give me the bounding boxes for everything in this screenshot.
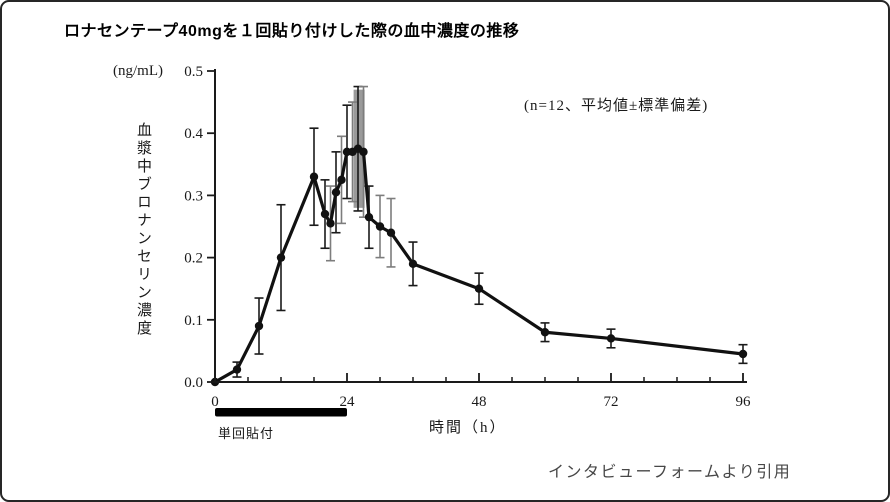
- y-axis-unit-label: (ng/mL): [113, 63, 163, 79]
- figure-title: ロナセンテープ40mgを１回貼り付けした際の血中濃度の推移: [64, 23, 520, 40]
- x-tick-label: 24: [340, 394, 356, 410]
- data-point-marker: [364, 212, 374, 222]
- data-point-marker: [359, 147, 368, 157]
- data-point-marker: [276, 253, 286, 262]
- data-point-marker: [738, 349, 748, 359]
- data-point-marker: [232, 365, 242, 374]
- x-tick-label: 48: [472, 394, 487, 410]
- data-point-marker: [337, 175, 346, 185]
- data-point-marker: [474, 284, 484, 293]
- y-axis-label: 血漿中ブロナンセリン濃度: [135, 122, 151, 338]
- data-point-marker: [375, 222, 385, 231]
- data-point-marker: [320, 209, 330, 219]
- y-tick-label: 0.4: [184, 126, 203, 142]
- application-period-bar: [215, 408, 347, 417]
- application-bar-label: 単回貼付: [218, 426, 275, 441]
- data-point-marker: [331, 188, 341, 197]
- citation-text: インタビューフォームより引用: [548, 464, 792, 481]
- y-tick-label: 0.0: [184, 375, 203, 391]
- y-tick-label: 0.5: [184, 64, 203, 80]
- y-tick-label: 0.3: [184, 188, 203, 204]
- data-point-marker: [326, 219, 335, 228]
- data-point-marker: [386, 228, 396, 237]
- sample-size-annotation: (n=12、平均値±標準偏差): [524, 98, 709, 114]
- data-point-marker: [408, 259, 418, 269]
- data-point-marker: [254, 321, 264, 331]
- x-tick-label: 0: [211, 394, 219, 410]
- x-tick-label: 96: [736, 394, 752, 410]
- y-tick-label: 0.1: [184, 313, 203, 329]
- x-axis-label: 時間（h）: [429, 420, 507, 436]
- data-point-marker: [540, 328, 550, 337]
- data-point-marker: [309, 172, 319, 181]
- concentration-curve: [214, 147, 744, 384]
- x-tick-label: 72: [604, 394, 619, 410]
- y-tick-label: 0.2: [184, 251, 203, 267]
- data-point-marker: [606, 334, 616, 343]
